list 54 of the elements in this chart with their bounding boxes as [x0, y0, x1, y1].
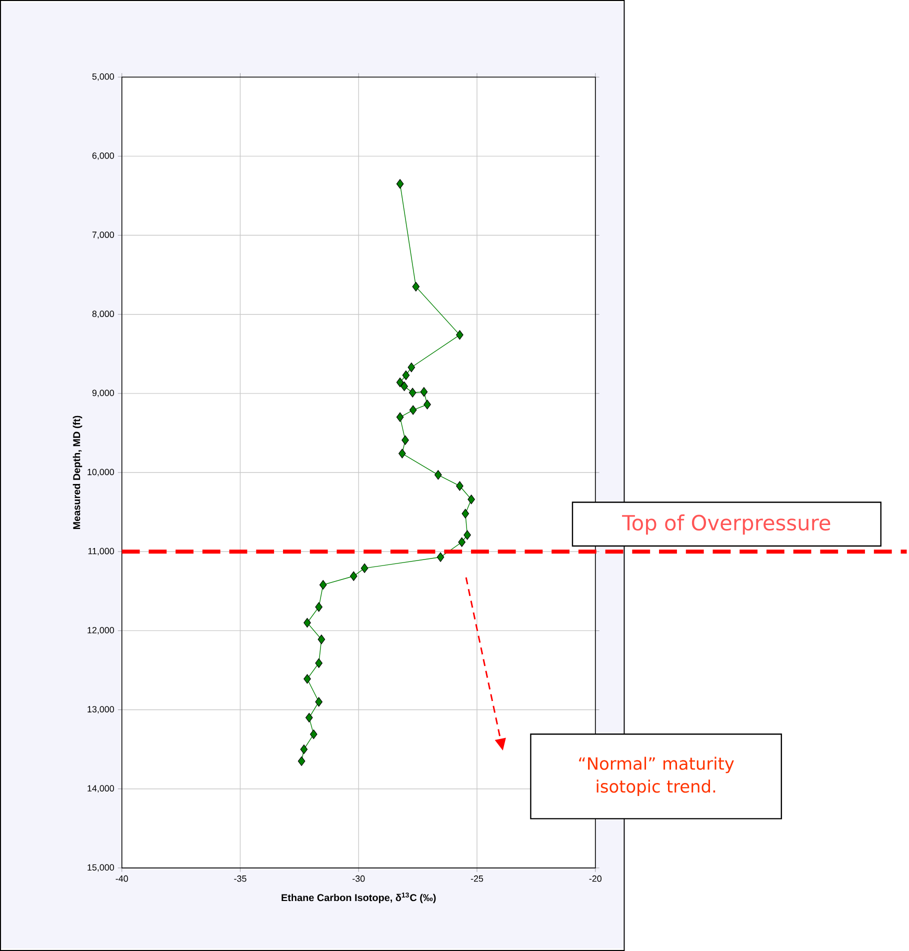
- point: [315, 658, 323, 668]
- y-tick-label: 9,000: [92, 390, 114, 398]
- point: [400, 382, 408, 392]
- y-axis-title: Measured Depth, MD (ft): [73, 416, 82, 530]
- point: [456, 330, 464, 340]
- point: [398, 448, 406, 458]
- point: [315, 697, 323, 707]
- point: [315, 602, 323, 612]
- point: [410, 405, 417, 415]
- point: [462, 508, 470, 518]
- x-tick-label: -35: [234, 875, 246, 882]
- point: [456, 481, 464, 491]
- point: [409, 388, 416, 398]
- annotation: “Normal” maturity isotopic trend.: [579, 756, 734, 796]
- point: [434, 470, 442, 480]
- y-tick-label: 7,000: [92, 232, 114, 239]
- point: [306, 712, 313, 722]
- point: [408, 362, 416, 372]
- point: [464, 530, 472, 540]
- point: [300, 744, 308, 754]
- y-tick-label: 11,000: [88, 548, 114, 556]
- y-tick-label: 5,000: [92, 73, 114, 81]
- point: [437, 552, 444, 562]
- y-tick-label: 8,000: [92, 310, 114, 318]
- point: [310, 730, 318, 740]
- ref-line-label: Top of Overpressure: [622, 514, 830, 535]
- y-tick-label: 14,000: [88, 785, 114, 793]
- point: [350, 571, 358, 581]
- point: [402, 435, 410, 445]
- point: [304, 674, 312, 684]
- point: [420, 387, 428, 397]
- point: [298, 756, 306, 766]
- point: [304, 618, 312, 628]
- y-tick-label: 6,000: [92, 152, 114, 160]
- point: [318, 634, 326, 644]
- point: [361, 563, 368, 573]
- point: [396, 179, 404, 189]
- point: [396, 378, 404, 388]
- x-tick-label: -30: [352, 875, 365, 882]
- point: [412, 282, 420, 292]
- x-tick-label: -40: [116, 875, 128, 882]
- x-tick-label: -20: [589, 875, 602, 882]
- x-axis-title: Ethane Carbon Isotope, δ$^{13}$C (‰): [282, 892, 436, 904]
- point: [424, 400, 432, 410]
- point: [396, 412, 404, 422]
- y-tick-label: 13,000: [88, 706, 114, 714]
- x-tick-label: -25: [471, 875, 484, 882]
- y-tick-label: 12,000: [88, 626, 114, 634]
- y-tick-label: 10,000: [88, 468, 114, 476]
- point: [468, 494, 476, 504]
- y-tick-label: 15,000: [88, 864, 114, 872]
- point: [402, 370, 410, 380]
- point: [458, 537, 466, 547]
- point: [320, 580, 327, 590]
